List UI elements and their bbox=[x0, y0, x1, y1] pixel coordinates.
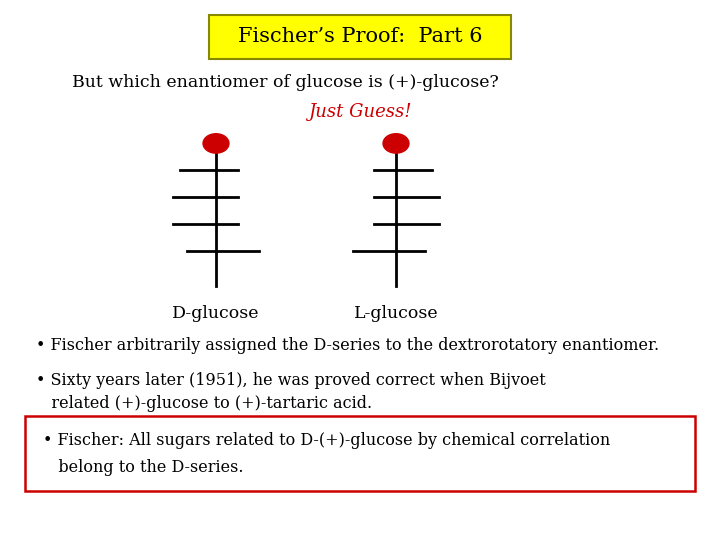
Text: Fischer’s Proof:  Part 6: Fischer’s Proof: Part 6 bbox=[238, 27, 482, 46]
FancyBboxPatch shape bbox=[25, 416, 695, 491]
Circle shape bbox=[383, 134, 409, 153]
Text: Just Guess!: Just Guess! bbox=[308, 103, 412, 121]
Text: related (+)-glucose to (+)-tartaric acid.: related (+)-glucose to (+)-tartaric acid… bbox=[36, 395, 372, 413]
Text: But which enantiomer of glucose is (+)-glucose?: But which enantiomer of glucose is (+)-g… bbox=[72, 73, 499, 91]
Circle shape bbox=[203, 134, 229, 153]
Text: • Fischer: All sugars related to D-(+)-glucose by chemical correlation: • Fischer: All sugars related to D-(+)-g… bbox=[43, 431, 611, 449]
Text: D-glucose: D-glucose bbox=[172, 305, 260, 322]
Text: L-glucose: L-glucose bbox=[354, 305, 438, 322]
Text: • Sixty years later (1951), he was proved correct when Bijvoet: • Sixty years later (1951), he was prove… bbox=[36, 372, 546, 389]
Text: belong to the D-series.: belong to the D-series. bbox=[43, 458, 243, 476]
Text: • Fischer arbitrarily assigned the D-series to the dextrorotatory enantiomer.: • Fischer arbitrarily assigned the D-ser… bbox=[36, 337, 659, 354]
FancyBboxPatch shape bbox=[209, 15, 511, 59]
